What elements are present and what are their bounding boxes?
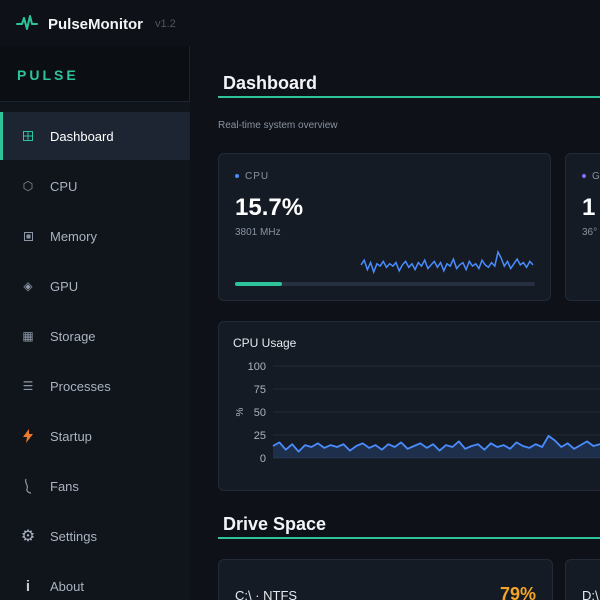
sidebar-item-memory[interactable]: Memory	[0, 212, 190, 260]
y-tick-label: 25	[254, 430, 266, 442]
card-label: CPU	[235, 171, 269, 182]
sidebar-item-label: Fans	[50, 478, 79, 494]
page-title: Dashboard	[223, 73, 318, 93]
cpu-usage-chart: 0 25 50 75 100%	[235, 361, 600, 465]
cpu-stat-card[interactable]: CPU 15.7% 3801 MHz	[218, 153, 551, 301]
info-icon: i	[25, 577, 31, 595]
sidebar-item-dashboard[interactable]: Dashboard	[0, 112, 190, 160]
drive-label: C:\ · NTFS	[235, 588, 298, 600]
app-version: v1.2	[155, 18, 176, 30]
chart-title: CPU Usage	[233, 336, 297, 350]
cpu-usage-value: 15.7%	[235, 194, 304, 221]
list-icon: ☰	[22, 379, 34, 393]
sparkline-series	[360, 249, 534, 275]
sidebar-item-label: GPU	[50, 278, 79, 294]
gpu-temperature: 36°	[582, 227, 598, 238]
memory-icon	[20, 228, 36, 244]
sidebar-item-label: CPU	[50, 178, 78, 194]
sidebar-item-label: Storage	[50, 328, 96, 344]
sidebar-item-label: About	[50, 578, 84, 594]
title-bar: PulseMonitor v1.2	[0, 0, 600, 46]
storage-icon: ▦	[22, 329, 34, 343]
sidebar-item-startup[interactable]: Startup	[0, 412, 190, 460]
y-tick-label: 100	[248, 361, 266, 373]
cpu-sparkline	[360, 249, 534, 275]
brand-panel: PULSE	[0, 46, 190, 102]
diamond-icon: ◈	[23, 279, 33, 293]
gear-icon: ⚙	[20, 528, 36, 545]
cpu-dot	[235, 174, 239, 179]
sidebar-item-cpu[interactable]: ⬡ CPU	[0, 162, 190, 210]
cpu-usage-chart-card: CPU Usage 0 25 50 75 100%	[218, 321, 600, 491]
y-axis-label: %	[235, 407, 246, 416]
lightning-icon	[20, 428, 36, 444]
card-label: G	[582, 171, 600, 182]
cpu-usage-series	[272, 435, 600, 453]
sidebar-item-storage[interactable]: ▦ Storage	[0, 312, 190, 360]
section-divider	[218, 96, 600, 98]
drive-usage-percent: 79%	[499, 584, 536, 600]
main-content: Dashboard Real-time system overview CPU …	[190, 46, 600, 600]
brand-logo-text: PULSE	[17, 67, 79, 83]
sidebar-item-label: Dashboard	[50, 128, 114, 144]
sidebar: PULSE Dashboard ⬡ CPU Memory ◈ GPU ▦ Sto…	[0, 46, 190, 600]
app-title: PulseMonitor	[48, 16, 144, 33]
y-tick-label: 75	[254, 384, 266, 396]
drive-space-title: Drive Space	[223, 514, 327, 534]
hexagon-icon: ⬡	[22, 179, 34, 193]
cpu-progress-fill	[235, 282, 283, 286]
sidebar-item-processes[interactable]: ☰ Processes	[0, 362, 190, 410]
gpu-stat-card[interactable]: G 1 36°	[565, 153, 600, 301]
card-label-text: G	[592, 171, 600, 182]
page-subtitle: Real-time system overview	[218, 120, 338, 131]
sidebar-item-label: Processes	[50, 378, 111, 394]
drive-label: D:\	[582, 588, 599, 600]
card-label-text: CPU	[245, 171, 270, 182]
cpu-usage-area	[273, 435, 600, 458]
y-tick-label: 50	[254, 407, 266, 419]
drive-card-d[interactable]: D:\	[565, 559, 600, 600]
gpu-usage-value: 1	[582, 194, 596, 221]
pulse-icon	[16, 15, 38, 30]
sidebar-item-label: Startup	[50, 428, 92, 444]
sidebar-item-label: Settings	[50, 528, 97, 544]
sidebar-item-settings[interactable]: ⚙ Settings	[0, 512, 190, 560]
fan-icon	[20, 478, 36, 494]
cpu-frequency: 3801 MHz	[235, 227, 281, 238]
section-divider	[218, 537, 600, 539]
grid-icon	[20, 128, 36, 144]
sidebar-item-label: Memory	[50, 228, 97, 244]
cpu-progress-track	[235, 282, 535, 286]
gpu-dot	[582, 174, 586, 179]
drive-card-c[interactable]: C:\ · NTFS 79%	[218, 559, 553, 600]
y-tick-label: 0	[260, 453, 266, 465]
sidebar-item-about[interactable]: i About	[0, 562, 190, 600]
sidebar-item-gpu[interactable]: ◈ GPU	[0, 262, 190, 310]
sidebar-item-fans[interactable]: Fans	[0, 462, 190, 510]
